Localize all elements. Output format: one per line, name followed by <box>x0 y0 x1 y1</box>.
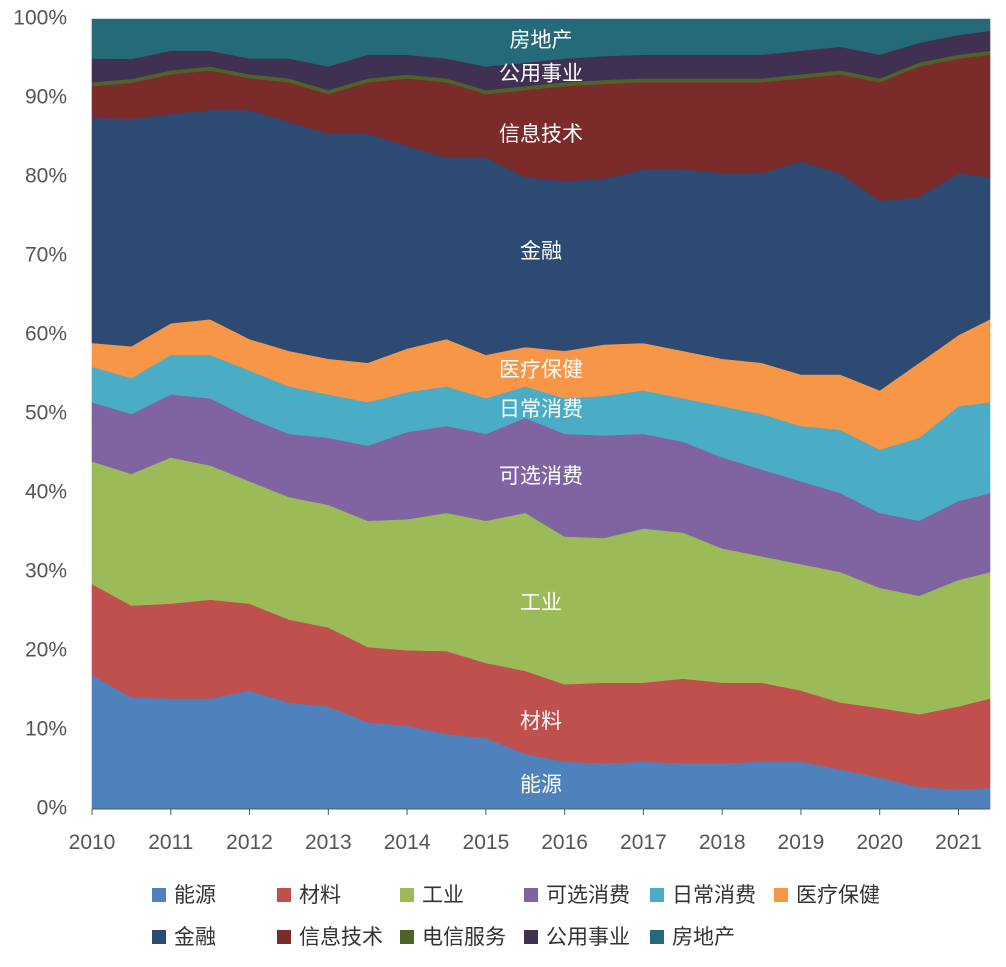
legend-item: 能源 <box>152 883 216 907</box>
legend-swatch <box>152 930 166 944</box>
legend-label: 工业 <box>422 883 464 907</box>
x-tick-label: 2018 <box>699 831 746 854</box>
y-tick-label: 20% <box>25 639 67 662</box>
legend-label: 日常消费 <box>672 883 756 907</box>
legend-item: 电信服务 <box>400 925 506 949</box>
legend-label: 医疗保健 <box>796 883 880 907</box>
y-tick-label: 80% <box>25 165 67 188</box>
legend-swatch <box>400 930 414 944</box>
legend-swatch <box>277 930 291 944</box>
y-tick-label: 10% <box>25 718 67 741</box>
legend-item: 医疗保健 <box>774 883 880 907</box>
area-label: 医疗保健 <box>499 358 583 382</box>
legend-item: 日常消费 <box>650 883 756 907</box>
y-tick-label: 100% <box>13 7 67 30</box>
x-tick-label: 2021 <box>935 831 982 854</box>
legend-label: 电信服务 <box>422 925 506 949</box>
legend-item: 可选消费 <box>524 883 630 907</box>
x-tick-label: 2012 <box>226 831 273 854</box>
x-tick-label: 2016 <box>541 831 588 854</box>
area-layer <box>91 18 991 810</box>
axes-layer: 0% 10% 20% 30% 40% 50% 60% 70% 80% 90% 100% 2010 201… <box>13 7 990 854</box>
legend-label: 材料 <box>299 883 341 907</box>
legend-item: 信息技术 <box>277 925 383 949</box>
area-label: 房地产 <box>510 28 573 52</box>
legend-label: 公用事业 <box>546 925 630 949</box>
x-tick-label: 2013 <box>305 831 352 854</box>
legend-label: 能源 <box>174 883 216 907</box>
legend-item: 材料 <box>277 883 341 907</box>
legend-label: 信息技术 <box>299 925 383 949</box>
x-tick-label: 2017 <box>620 831 667 854</box>
legend-label: 房地产 <box>672 925 735 949</box>
area-label: 金融 <box>520 239 562 263</box>
y-tick-label: 70% <box>25 244 67 267</box>
y-tick-label: 90% <box>25 86 67 109</box>
area-label: 信息技术 <box>499 122 583 146</box>
y-tick-label: 40% <box>25 481 67 504</box>
legend-swatch <box>524 930 538 944</box>
x-tick-label: 2019 <box>778 831 825 854</box>
x-tick-label: 2020 <box>856 831 903 854</box>
area-label: 工业 <box>520 591 562 615</box>
legend-label: 金融 <box>174 925 216 949</box>
legend-item: 公用事业 <box>524 925 630 949</box>
legend-label: 可选消费 <box>546 883 630 907</box>
legend-swatch <box>650 888 664 902</box>
y-tick-label: 50% <box>25 402 67 425</box>
legend-swatch <box>774 888 788 902</box>
area-label: 公用事业 <box>499 61 583 85</box>
legend-item: 金融 <box>152 925 216 949</box>
area-label: 可选消费 <box>499 464 583 488</box>
legend-swatch <box>152 888 166 902</box>
legend-swatch <box>277 888 291 902</box>
x-tick-label: 2011 <box>148 831 193 854</box>
legend-swatch <box>650 930 664 944</box>
area-label: 材料 <box>520 709 562 733</box>
x-tick-label: 2015 <box>463 831 510 854</box>
area-label-layer: 能源 材料 工业 可选消费 日常消费 医疗保健 金融 信息技术 公用事业 房地产 <box>499 28 583 796</box>
area-label: 日常消费 <box>499 397 583 421</box>
legend-item: 工业 <box>400 883 464 907</box>
x-tick-label: 2014 <box>384 831 431 854</box>
y-tick-label: 0% <box>37 797 67 820</box>
legend-swatch <box>524 888 538 902</box>
area-label: 能源 <box>520 772 562 796</box>
area-series-10 <box>91 18 991 67</box>
legend-item: 房地产 <box>650 925 735 949</box>
legend-swatch <box>400 888 414 902</box>
y-tick-label: 30% <box>25 560 67 583</box>
y-tick-label: 60% <box>25 323 67 346</box>
x-tick-label: 2010 <box>69 831 116 854</box>
